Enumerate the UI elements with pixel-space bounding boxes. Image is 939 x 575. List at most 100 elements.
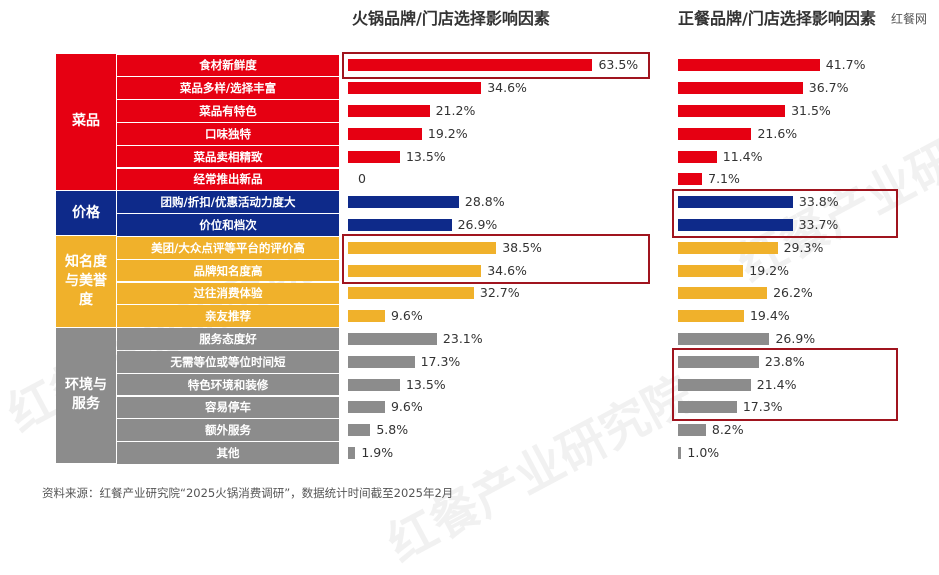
bar (678, 310, 744, 323)
source-note: 资料来源：红餐产业研究院“2025火锅消费调研”，数据统计时间截至2025年2月 (42, 486, 454, 500)
bar (678, 264, 744, 277)
bar-value-label: 9.6% (390, 308, 423, 324)
factor-label: 过往消费体验 (117, 282, 339, 305)
bar (348, 310, 385, 323)
bar (348, 401, 385, 414)
bar-value-label: 9.6% (390, 399, 423, 415)
bar-value-label: 11.4% (722, 148, 763, 164)
category-label: 菜品 (56, 54, 116, 191)
factor-label: 菜品有特色 (117, 100, 339, 122)
bar (348, 241, 497, 254)
factor-label: 服务态度好 (117, 328, 339, 350)
bar (678, 150, 717, 163)
bar (678, 219, 793, 231)
watermark-logo-text: 红餐网 (890, 12, 927, 26)
factor-label: 品牌知名度高 (117, 259, 339, 282)
bar (348, 264, 482, 277)
factor-label: 食材新鲜度 (117, 54, 339, 77)
bar (348, 196, 459, 209)
bar-value-label: 1.0% (687, 445, 720, 460)
highlight-box (342, 52, 650, 79)
bar (348, 150, 400, 163)
bar (678, 127, 752, 140)
bar-value-label: 8.2% (711, 422, 744, 438)
highlight-box (672, 188, 898, 239)
bar-value-label: 26.9% (457, 217, 498, 232)
bar (348, 355, 415, 368)
bar-value-label: 13.5% (405, 376, 446, 392)
bar (348, 219, 452, 231)
bar (348, 105, 430, 117)
category-label: 价格 (56, 190, 116, 237)
bar (348, 127, 422, 140)
bar-value-label: 21.6% (757, 125, 798, 141)
bar-value-label: 32.7% (479, 285, 520, 301)
bar (678, 355, 759, 368)
bar (678, 241, 778, 254)
bar (678, 447, 682, 459)
category-label: 知名度与美誉度 (56, 236, 116, 328)
bar-value-label: 19.4% (749, 308, 790, 324)
bar-value-label: 13.5% (405, 148, 446, 164)
bar (678, 401, 737, 414)
factor-label: 菜品卖相精致 (117, 145, 339, 168)
bar (348, 287, 474, 300)
bar-value-label: 33.8% (798, 194, 839, 210)
bar (678, 82, 803, 95)
bar (678, 105, 786, 117)
bar-value-label: 21.4% (756, 376, 797, 392)
bar (348, 447, 356, 459)
bar-value-label: 19.2% (427, 125, 468, 141)
bar-value-label: 38.5% (502, 239, 542, 255)
dining-chart-title: 正餐品牌/门店选择影响因素 (678, 9, 876, 28)
bar-value-label: 5.8% (376, 422, 409, 438)
bar-value-label: 28.8% (464, 194, 505, 210)
factor-label: 亲友推荐 (117, 305, 339, 328)
bar-value-label: 33.7% (798, 217, 839, 232)
highlight-box (342, 234, 650, 284)
bar-value-label: 23.8% (764, 353, 805, 369)
bar (678, 287, 768, 300)
bar-value-label: 36.7% (808, 80, 849, 96)
bar (678, 173, 703, 186)
bar-value-label: 17.3% (420, 353, 461, 369)
bar (348, 424, 371, 437)
bar-value-label: 31.5% (791, 103, 831, 118)
bar-value-label: 26.2% (773, 285, 813, 301)
bar (348, 82, 482, 95)
bar-value-label: 7.1% (708, 171, 740, 187)
bar-value-label: 34.6% (487, 262, 527, 278)
bar-value-label: 29.3% (783, 239, 824, 255)
bar-value-label: 63.5% (598, 57, 639, 73)
factor-label: 经常推出新品 (117, 168, 339, 191)
bar-value-label: 26.9% (775, 331, 816, 346)
bar-value-label: 19.2% (749, 262, 789, 278)
factor-label: 容易停车 (117, 396, 339, 419)
bar (678, 59, 820, 72)
bar-value-label: 0 (358, 171, 366, 187)
bar (678, 424, 706, 437)
factor-label: 无需等位或等位时间短 (117, 350, 339, 373)
factor-label: 特色环境和装修 (117, 373, 339, 396)
bar-value-label: 1.9% (361, 445, 394, 460)
category-label: 环境与服务 (56, 327, 116, 465)
bar (678, 333, 770, 345)
factor-label: 其他 (117, 442, 339, 464)
bar (348, 59, 593, 72)
factor-label: 价位和档次 (117, 214, 339, 236)
factor-label: 美团/大众点评等平台的评价高 (117, 236, 339, 259)
factor-label: 菜品多样/选择丰富 (117, 77, 339, 100)
bar-value-label: 41.7% (825, 57, 866, 73)
factor-label: 团购/折扣/优惠活动力度大 (117, 191, 339, 214)
highlight-box (672, 348, 898, 421)
bar (348, 333, 437, 345)
bar-value-label: 17.3% (742, 399, 783, 415)
bar (348, 378, 400, 391)
bar (678, 196, 793, 209)
factor-label: 额外服务 (117, 419, 339, 442)
bar-value-label: 34.6% (487, 80, 527, 96)
bar-value-label: 21.2% (435, 103, 476, 118)
bar (678, 378, 751, 391)
hotpot-chart-title: 火锅品牌/门店选择影响因素 (352, 9, 550, 28)
bar-value-label: 23.1% (442, 331, 483, 346)
